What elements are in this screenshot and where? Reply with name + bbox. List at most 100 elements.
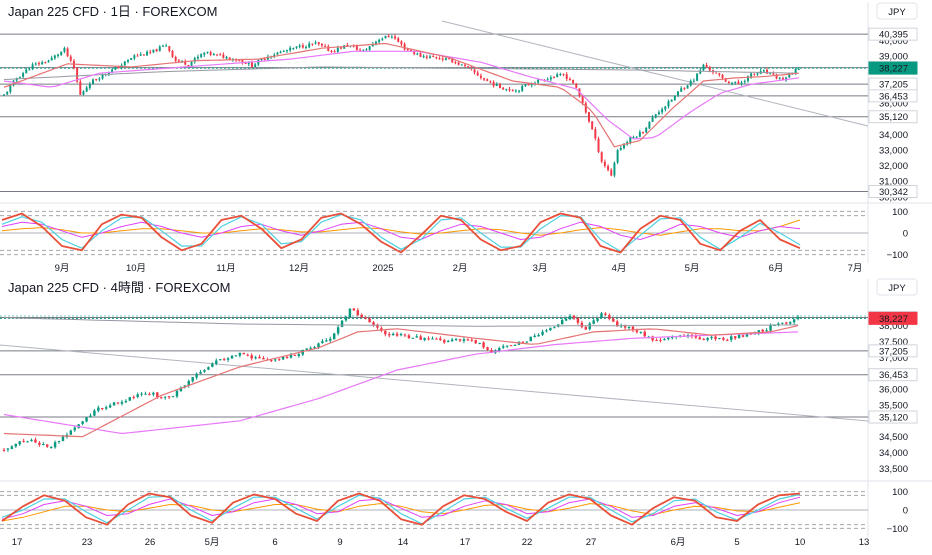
daily-candle-body [734, 82, 737, 84]
h4-candle-body [254, 357, 257, 359]
daily-candle-body [355, 45, 358, 50]
h4-candle-body [529, 336, 532, 342]
daily-candle-body [63, 48, 66, 52]
daily-candle-body [514, 90, 517, 92]
daily-candle-body [69, 56, 72, 61]
daily-candle-body [419, 53, 422, 57]
daily-candle-body [133, 55, 136, 59]
daily-candle-body [155, 49, 158, 52]
daily-candle-body [289, 47, 292, 51]
h4-candle-body [761, 329, 764, 332]
h4-x-tick-label: 27 [586, 537, 597, 548]
daily-candle-body [44, 62, 47, 64]
h4-candle-body [411, 337, 415, 339]
h4-ma-fast-line [3, 325, 799, 438]
daily-candle-body [400, 41, 403, 45]
daily-candle-body [556, 74, 559, 78]
h4-candle-body [694, 335, 698, 338]
daily-price-level-label: 35,120 [879, 112, 908, 123]
h4-candle-body [191, 377, 194, 382]
daily-candle-body [689, 80, 692, 86]
daily-candle-body [57, 54, 60, 56]
h4-candle-body [81, 421, 84, 424]
daily-candle-body [241, 60, 244, 64]
daily-stoch-tick-label: −100 [887, 250, 908, 261]
daily-candle-body [387, 35, 390, 38]
daily-candle-body [177, 60, 180, 62]
daily-candle-body [737, 81, 740, 85]
daily-candle-body [645, 127, 648, 133]
h4-candle-body [541, 331, 544, 335]
daily-stoch-ma1-line [1, 221, 801, 240]
daily-candle-body [444, 58, 447, 60]
daily-candle-body [66, 48, 69, 57]
h4-candle-body [490, 350, 493, 353]
daily-candle-body [320, 43, 323, 46]
h4-candle-body [745, 334, 749, 337]
daily-price-level-tag [868, 27, 918, 41]
daily-candle-body [591, 121, 594, 130]
h4-candle-body [30, 439, 33, 442]
h4-candle-body [796, 316, 800, 319]
daily-candle-body [781, 77, 784, 81]
daily-candle-body [429, 56, 432, 59]
daily-candle-body [553, 77, 556, 79]
daily-candle-body [769, 73, 772, 75]
daily-candle-body [171, 51, 174, 57]
daily-candle-body [308, 43, 311, 48]
axis-layer: 40,000 39,000 36,000 34,000 33,000 32,000 31,0… [12, 27, 918, 548]
daily-candle-body [588, 112, 590, 122]
daily-candle-body [508, 89, 511, 91]
h4-candle-body [376, 324, 379, 328]
daily-candle-body [492, 82, 495, 86]
daily-candle-body [311, 43, 314, 45]
daily-candle-body [152, 49, 155, 53]
daily-candle-body [638, 131, 641, 137]
daily-candle-body [702, 64, 705, 71]
h4-candle-body [171, 396, 175, 398]
daily-candle-body [750, 73, 753, 77]
daily-candle-body [292, 48, 295, 50]
daily-candle-body [524, 84, 527, 87]
daily-candle-body [549, 77, 552, 80]
daily-candle-body [53, 55, 56, 59]
h4-candle-body [218, 359, 222, 361]
daily-candle-body [219, 54, 222, 56]
h4-stoch-tick-label: 0 [903, 506, 908, 517]
daily-candle-body [136, 55, 139, 57]
h4-currency-button[interactable]: JPY [876, 278, 918, 296]
h4-candle-body [718, 338, 721, 340]
daily-currency-button[interactable]: JPY [876, 2, 918, 20]
h4-candle-body [667, 337, 670, 340]
h4-candle-body [553, 327, 556, 329]
h4-candle-body [325, 340, 328, 342]
h4-candle-body [443, 340, 446, 343]
h4-x-tick-label: 10 [795, 537, 806, 548]
h4-candle-body [399, 334, 403, 336]
h4-candle-body [505, 345, 509, 347]
daily-candle-body [165, 45, 168, 47]
h4-candle-body [777, 323, 780, 326]
daily-candle-body [60, 51, 63, 56]
daily-candle-body [149, 51, 152, 53]
h4-candle-body [631, 326, 635, 331]
h4-price-level-label: 36,453 [879, 370, 908, 381]
daily-candle-body [635, 136, 638, 138]
daily-price-level-label: 38,227 [879, 64, 908, 75]
h4-candle-body [152, 392, 155, 395]
daily-candle-body [613, 162, 616, 176]
daily-candle-body [184, 61, 187, 65]
h4-price-level-tag [868, 368, 918, 382]
daily-candle-body [559, 74, 562, 76]
daily-candle-body [696, 73, 699, 81]
h4-candle-body [293, 354, 297, 356]
h4-candle-body [423, 337, 426, 341]
daily-candle-body [425, 56, 428, 58]
daily-candle-body [457, 62, 460, 65]
daily-y-tick-label: 39,000 [879, 52, 908, 63]
daily-candle-body [575, 83, 578, 88]
daily-candle-body [301, 45, 304, 48]
daily-candle-body [260, 58, 263, 61]
h4-candle-body [332, 333, 336, 340]
daily-candle-body [12, 80, 15, 86]
